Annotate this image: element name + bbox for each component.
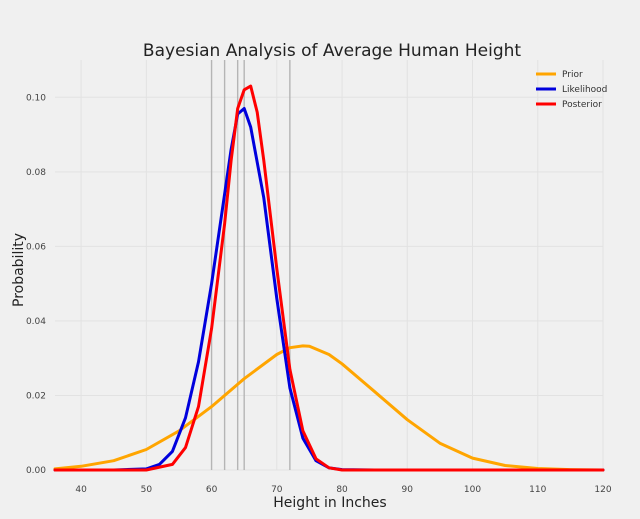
legend-label-likelihood: Likelihood [562,85,607,95]
x-tick-label: 70 [271,485,283,495]
x-axis-ticks: 40 50 60 70 80 90 100 110 120 [75,485,611,495]
x-tick-label: 110 [529,485,546,495]
x-axis-label: Height in Inches [273,495,386,511]
y-tick-label: 0.06 [26,242,46,252]
vertical-reference-lines [210,60,291,470]
y-tick-label: 0.00 [26,466,46,476]
legend: Prior Likelihood Posterior [536,70,607,110]
legend-label-posterior: Posterior [562,100,602,110]
y-tick-label: 0.02 [26,391,46,401]
x-tick-label: 50 [141,485,153,495]
y-tick-label: 0.04 [26,317,46,327]
x-tick-label: 90 [402,485,414,495]
grid [55,60,604,471]
series-lines [53,84,605,472]
x-tick-label: 120 [594,485,611,495]
x-tick-label: 40 [75,485,87,495]
series-line-likelihood [53,107,605,472]
x-tick-label: 80 [336,485,348,495]
y-axis-ticks: 0.00 0.02 0.04 0.06 0.08 0.10 [26,93,46,476]
x-tick-label: 60 [206,485,218,495]
y-tick-label: 0.08 [26,168,46,178]
series-line-prior [53,344,605,472]
x-tick-label: 100 [464,485,481,495]
legend-label-prior: Prior [562,70,583,80]
y-axis-label: Probability [11,233,27,307]
series-line-posterior [53,84,605,472]
chart-title: Bayesian Analysis of Average Human Heigh… [143,41,521,61]
y-tick-label: 0.10 [26,93,46,103]
